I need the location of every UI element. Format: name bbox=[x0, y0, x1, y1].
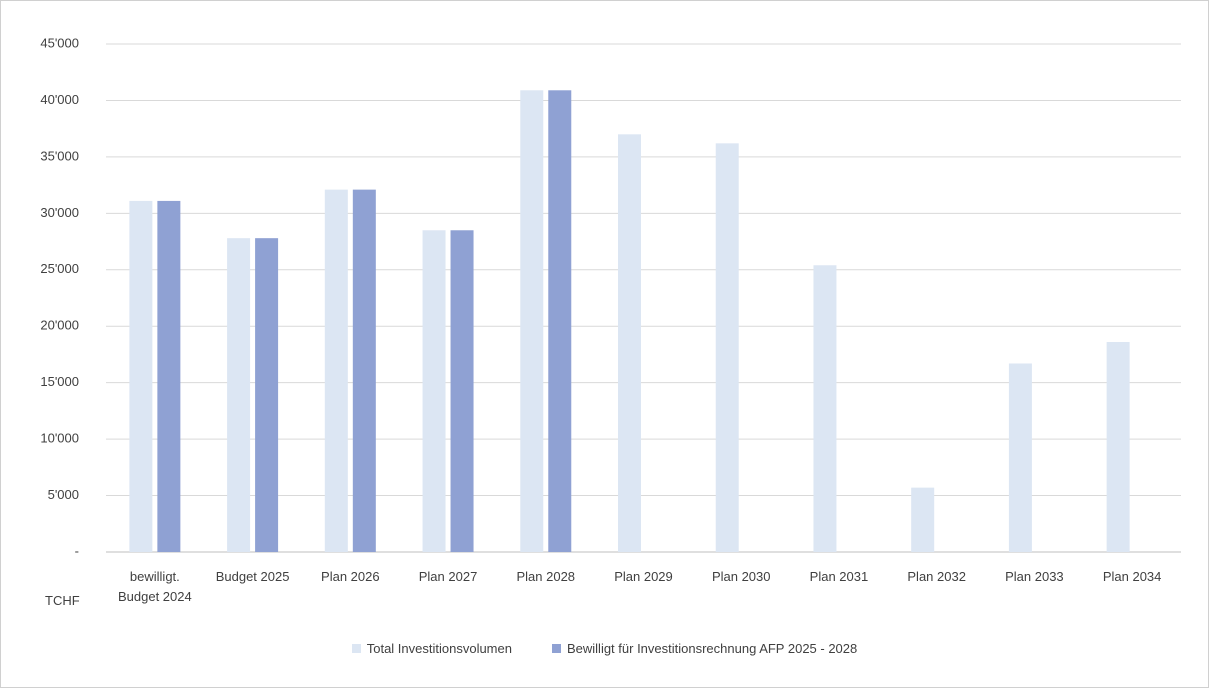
legend-label: Total Investitionsvolumen bbox=[366, 641, 512, 656]
y-tick-label: 35'000 bbox=[40, 148, 79, 163]
x-tick-label: Plan 2031 bbox=[809, 569, 869, 584]
bar bbox=[1106, 342, 1130, 552]
bar bbox=[422, 230, 446, 552]
x-tick-label: Plan 2029 bbox=[614, 569, 673, 584]
y-tick-label: 15'000 bbox=[40, 374, 79, 389]
bar bbox=[618, 134, 641, 553]
legend-swatch bbox=[351, 644, 361, 653]
legend: Total Investitionsvolumen Bewilligt für I… bbox=[1, 641, 1208, 656]
y-tick-label: 45'000 bbox=[40, 35, 79, 50]
y-tick-label: 5'000 bbox=[48, 487, 79, 502]
bar bbox=[813, 265, 837, 552]
x-tick-label: Budget 2025 bbox=[215, 569, 290, 584]
legend-label: Bewilligt für Investitionsrechnung AFP 2… bbox=[566, 641, 858, 656]
x-tick-label: Plan 2026 bbox=[321, 569, 380, 584]
legend-item: Total Investitionsvolumen bbox=[351, 641, 512, 656]
bar bbox=[520, 90, 544, 552]
bar bbox=[450, 230, 474, 552]
x-tick-label: Plan 2030 bbox=[711, 569, 771, 584]
bar bbox=[227, 238, 251, 552]
y-tick-label: 20'000 bbox=[40, 318, 79, 333]
y-tick-label: 30'000 bbox=[40, 205, 79, 220]
y-tick-label: - bbox=[75, 543, 79, 558]
x-tick-label: Plan 2027 bbox=[418, 569, 478, 584]
y-tick-label: 25'000 bbox=[40, 261, 79, 276]
bar bbox=[1008, 363, 1032, 552]
bar bbox=[548, 90, 572, 552]
legend-item: Bewilligt für Investitionsrechnung AFP 2… bbox=[551, 641, 858, 656]
bar bbox=[255, 238, 279, 552]
x-tick-label: bewilligt. Budget 2024 bbox=[117, 569, 192, 604]
bar bbox=[715, 143, 739, 552]
y-axis-label: TCHF bbox=[45, 593, 80, 608]
x-tick-label: Plan 2034 bbox=[1102, 569, 1162, 584]
x-tick-label: Plan 2028 bbox=[516, 569, 576, 584]
y-tick-label: 40'000 bbox=[40, 92, 79, 107]
bar bbox=[157, 200, 181, 552]
x-tick-label: Plan 2033 bbox=[1005, 569, 1064, 584]
x-tick-label: Plan 2032 bbox=[907, 569, 966, 584]
bar bbox=[911, 487, 935, 552]
legend-swatch bbox=[551, 644, 561, 653]
bar bbox=[352, 189, 376, 553]
bar bbox=[129, 200, 153, 552]
y-tick-label: 10'000 bbox=[40, 431, 79, 446]
bar bbox=[324, 189, 348, 553]
